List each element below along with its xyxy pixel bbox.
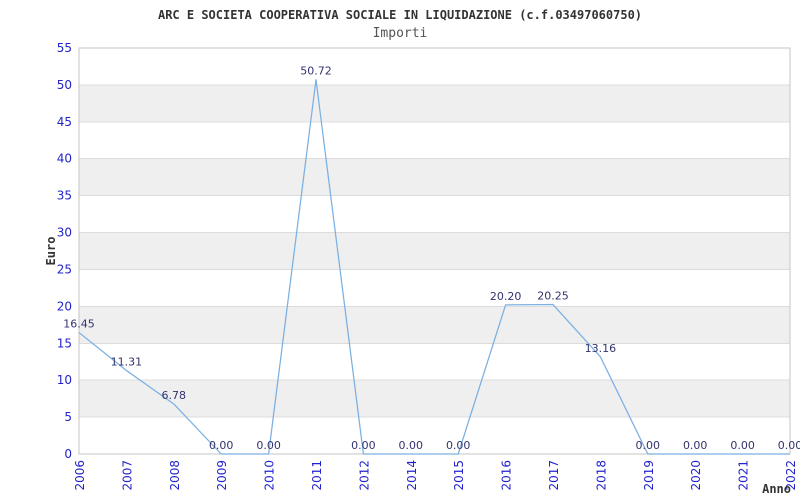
data-point-label: 0.00 bbox=[446, 439, 471, 452]
x-tick-label: 2018 bbox=[594, 460, 608, 491]
x-tick-label: 2022 bbox=[784, 460, 798, 491]
data-point-label: 6.78 bbox=[162, 389, 187, 402]
x-tick-label: 2017 bbox=[547, 460, 561, 491]
y-tick-label: 45 bbox=[57, 115, 72, 129]
y-tick-label: 55 bbox=[57, 41, 72, 55]
x-tick-label: 2010 bbox=[263, 460, 277, 491]
y-tick-label: 10 bbox=[57, 373, 72, 387]
series-line bbox=[78, 78, 790, 455]
data-point-label: 0.00 bbox=[636, 439, 661, 452]
x-tick-label: 2019 bbox=[642, 460, 656, 491]
y-tick-label: 30 bbox=[57, 226, 72, 240]
data-point-label: 20.25 bbox=[537, 290, 569, 303]
data-point-label: 0.00 bbox=[399, 439, 424, 452]
x-tick-label: 2015 bbox=[452, 460, 466, 491]
x-axis-title: Anno bbox=[762, 482, 791, 496]
grid-band bbox=[79, 84, 790, 122]
y-tick-label: 35 bbox=[57, 189, 72, 203]
y-tick-label: 40 bbox=[57, 152, 72, 166]
data-point-label: 16.45 bbox=[63, 318, 95, 331]
x-tick-label: 2009 bbox=[215, 460, 229, 491]
x-tick-label: 2008 bbox=[168, 460, 182, 491]
grid-band bbox=[79, 380, 790, 418]
x-tick-label: 2020 bbox=[689, 460, 703, 491]
x-tick-label: 2007 bbox=[120, 460, 134, 491]
grid-band bbox=[79, 232, 790, 270]
y-tick-label: 50 bbox=[57, 78, 72, 92]
y-axis-title: Euro bbox=[44, 236, 58, 266]
data-point-label: 0.00 bbox=[209, 439, 234, 452]
x-tick-label: 2021 bbox=[737, 460, 751, 491]
data-point-label: 0.00 bbox=[683, 439, 708, 452]
x-tick-label: 2016 bbox=[500, 460, 514, 491]
data-point-label: 0.00 bbox=[256, 439, 281, 452]
y-tick-label: 5 bbox=[64, 410, 72, 424]
data-point-label: 13.16 bbox=[585, 342, 617, 355]
x-tick-label: 2014 bbox=[405, 460, 419, 491]
chart-title: ARC E SOCIETA COOPERATIVA SOCIALE IN LIQ… bbox=[157, 8, 643, 22]
grid-band bbox=[79, 158, 790, 196]
data-point-label: 11.31 bbox=[111, 356, 143, 369]
grid-band bbox=[79, 306, 790, 344]
chart-subtitle: Importi bbox=[372, 26, 428, 41]
y-tick-label: 15 bbox=[57, 336, 72, 350]
data-point-label: 0.00 bbox=[778, 439, 800, 452]
y-tick-label: 20 bbox=[57, 299, 72, 313]
data-point-label: 20.20 bbox=[490, 290, 522, 303]
x-tick-label: 2006 bbox=[73, 460, 87, 491]
x-tick-label: 2011 bbox=[310, 460, 324, 491]
data-point-label: 50.72 bbox=[300, 65, 332, 78]
x-tick-label: 2012 bbox=[357, 460, 371, 491]
data-point-label: 0.00 bbox=[351, 439, 376, 452]
y-tick-label: 0 bbox=[64, 447, 72, 461]
y-tick-label: 25 bbox=[57, 262, 72, 276]
data-point-label: 0.00 bbox=[730, 439, 755, 452]
